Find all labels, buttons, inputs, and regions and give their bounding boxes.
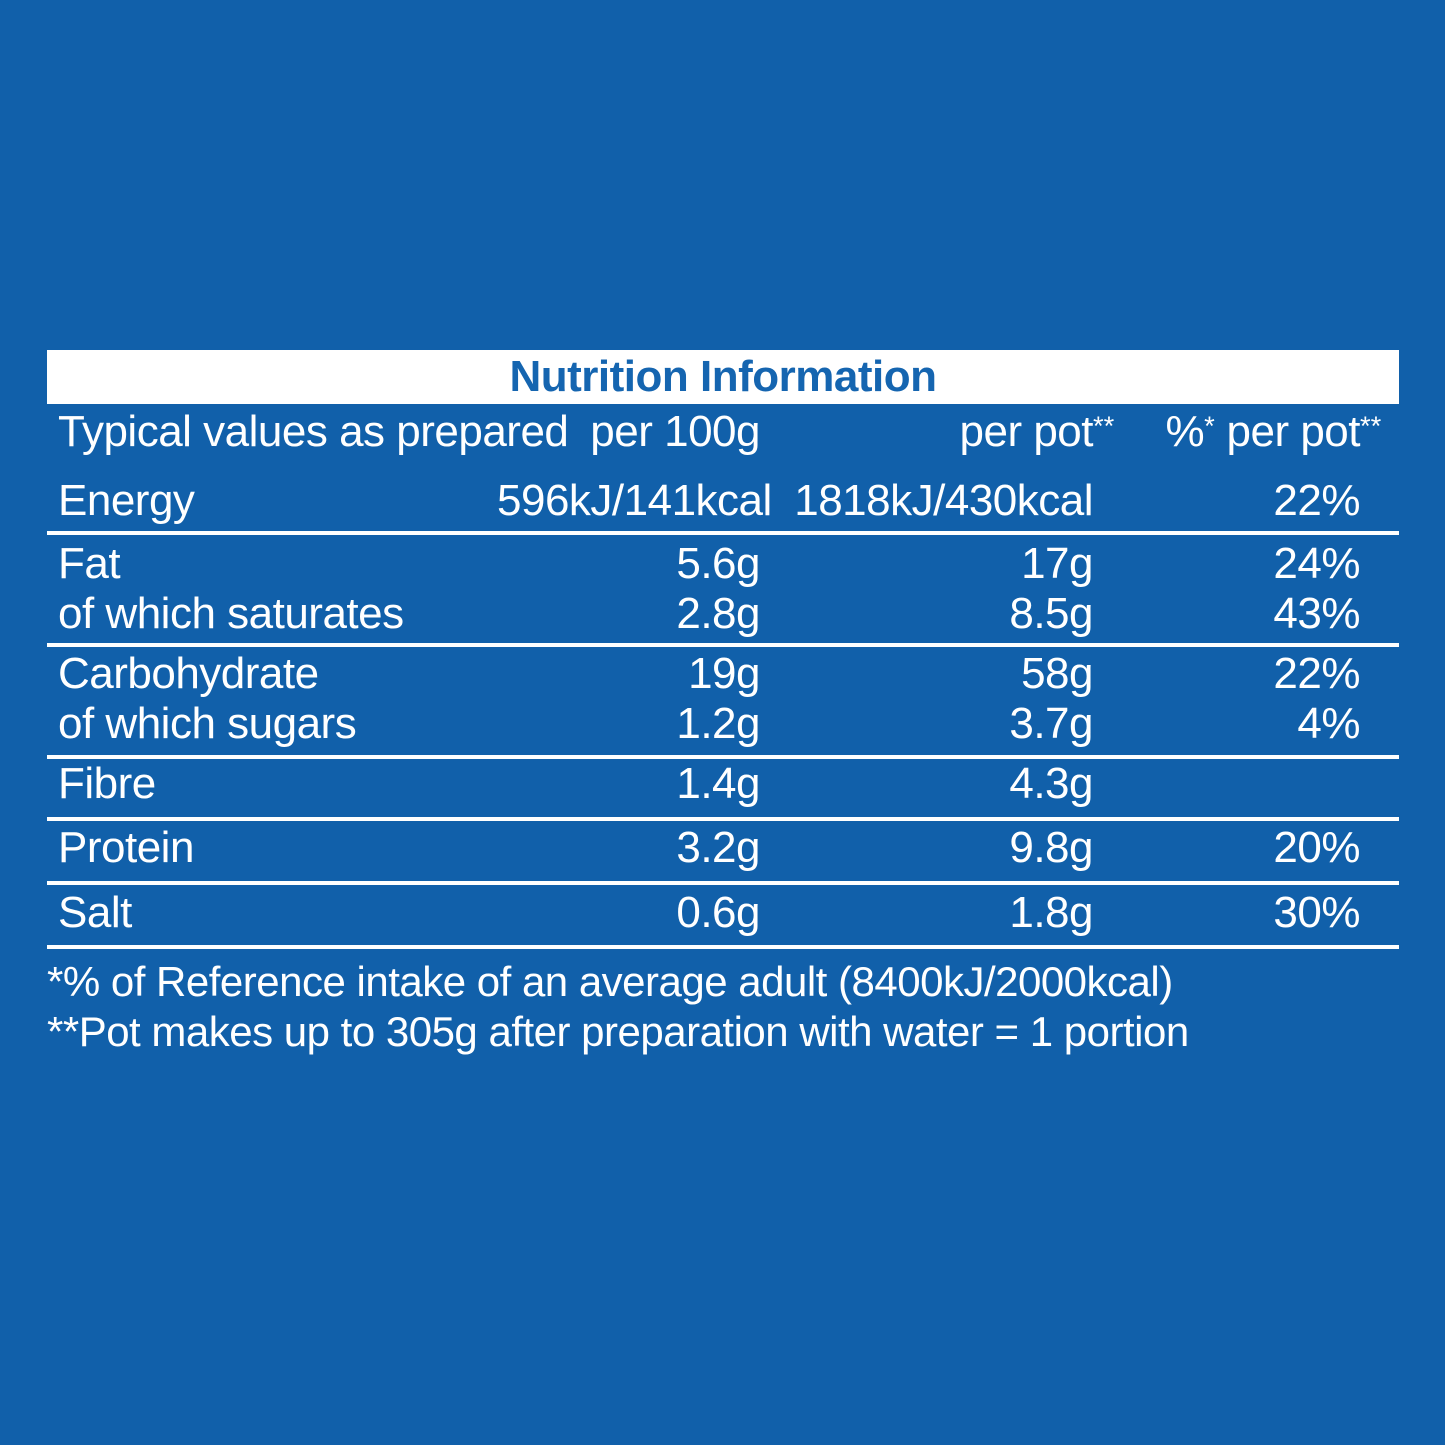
table-section-energy: Energy 596kJ/141kcal 1818kJ/430kcal 22% <box>47 476 1399 526</box>
value-per-pot: 58g <box>1021 649 1093 698</box>
table-divider <box>47 817 1399 821</box>
value-pct-per-pot: 43% <box>1273 589 1360 638</box>
column-header-per-100g: per 100g <box>590 407 760 456</box>
asterisk-superscript: * <box>1204 409 1215 441</box>
value-per-pot: 3.7g <box>1009 699 1093 748</box>
table-section-carbohydrate: Carbohydrate of which sugars 19g 1.2g 58… <box>47 649 1399 749</box>
table-divider <box>47 643 1399 647</box>
table-section-protein: Protein 3.2g 9.8g 20% <box>47 823 1399 873</box>
value-pct-per-pot: 30% <box>1273 888 1360 937</box>
value-per-100g: 2.8g <box>676 589 760 638</box>
row-label: of which sugars <box>58 699 357 748</box>
value-per-100g: 1.4g <box>676 759 760 808</box>
row-label: Carbohydrate <box>58 649 319 698</box>
value-per-pot: 8.5g <box>1009 589 1093 638</box>
row-label: Salt <box>58 888 132 937</box>
row-label: of which saturates <box>58 589 404 638</box>
footnote-pot-preparation: **Pot makes up to 305g after preparation… <box>47 1008 1189 1055</box>
row-label: Energy <box>58 476 195 525</box>
value-per-100g: 5.6g <box>676 539 760 588</box>
nutrition-title: Nutrition Information <box>509 352 938 401</box>
value-per-pot: 4.3g <box>1009 759 1093 808</box>
footnote-reference-intake: *% of Reference intake of an average adu… <box>47 958 1173 1005</box>
row-label: Fibre <box>58 759 156 808</box>
nutrition-header-bar: Nutrition Information <box>47 350 1399 404</box>
value-per-pot: 1.8g <box>1009 888 1093 937</box>
value-per-pot: 9.8g <box>1009 823 1093 872</box>
value-per-100g: 1.2g <box>676 699 760 748</box>
value-per-pot: 17g <box>1021 539 1093 588</box>
value-pct-per-pot: 22% <box>1273 476 1360 525</box>
value-pct-per-pot: 20% <box>1273 823 1360 872</box>
value-per-100g: 3.2g <box>676 823 760 872</box>
table-divider <box>47 531 1399 535</box>
table-divider <box>47 755 1399 759</box>
row-label: Protein <box>58 823 194 872</box>
value-pct-per-pot: 24% <box>1273 539 1360 588</box>
column-header-pct-per-pot: %* per pot** <box>1165 407 1382 456</box>
column-header-typical-values: Typical values as prepared <box>58 407 569 456</box>
table-section-salt: Salt 0.6g 1.8g 30% <box>47 888 1399 938</box>
column-header-per-pot: per pot** <box>959 407 1115 456</box>
value-per-100g: 596kJ/141kcal <box>497 476 772 525</box>
table-section-fibre: Fibre 1.4g 4.3g <box>47 759 1399 809</box>
value-per-pot: 1818kJ/430kcal <box>794 476 1093 525</box>
value-per-100g: 0.6g <box>676 888 760 937</box>
row-label: Fat <box>58 539 121 588</box>
value-per-100g: 19g <box>688 649 760 698</box>
table-divider <box>47 881 1399 885</box>
table-header-row: Typical values as prepared per 100g per … <box>47 407 1399 462</box>
table-section-fat: Fat of which saturates 5.6g 2.8g 17g 8.5… <box>47 539 1399 639</box>
table-divider <box>47 945 1399 949</box>
value-pct-per-pot: 4% <box>1297 699 1360 748</box>
value-pct-per-pot: 22% <box>1273 649 1360 698</box>
